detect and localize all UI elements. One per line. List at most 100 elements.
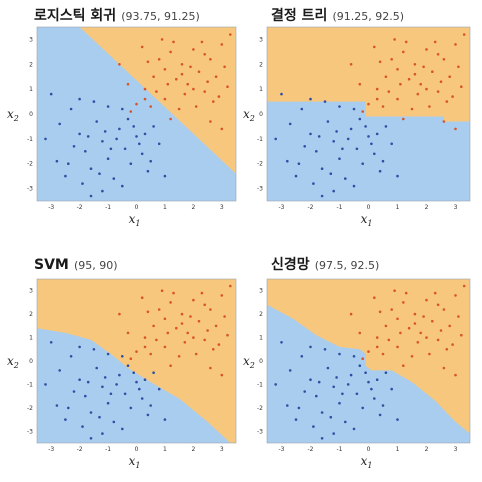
orange-point bbox=[414, 322, 417, 325]
blue-point bbox=[50, 93, 53, 96]
blue-point bbox=[87, 135, 90, 138]
blue-point bbox=[286, 404, 289, 407]
blue-point bbox=[382, 160, 385, 163]
blue-point bbox=[152, 125, 155, 128]
blue-point bbox=[78, 133, 81, 136]
y-tick-label: -1 bbox=[27, 381, 33, 388]
blue-point bbox=[301, 355, 304, 358]
orange-point bbox=[431, 70, 434, 73]
orange-point bbox=[178, 355, 181, 358]
orange-point bbox=[203, 90, 206, 93]
orange-point bbox=[203, 53, 206, 56]
orange-point bbox=[414, 63, 417, 66]
orange-point bbox=[164, 68, 167, 71]
blue-point bbox=[50, 341, 53, 344]
orange-point bbox=[443, 308, 446, 311]
orange-point bbox=[130, 357, 133, 360]
blue-point bbox=[324, 348, 327, 351]
orange-point bbox=[425, 88, 428, 91]
orange-point bbox=[223, 315, 226, 318]
chart-svg: -3 -2 -1 0 1 2 3 3 2 1 0 -1 -2 -3 x1 x2 bbox=[0, 241, 241, 482]
orange-point bbox=[195, 105, 198, 108]
orange-point bbox=[184, 93, 187, 96]
orange-point bbox=[209, 367, 212, 370]
orange-point bbox=[147, 61, 150, 64]
orange-point bbox=[149, 105, 152, 108]
blue-point bbox=[309, 378, 312, 381]
x-tick-label: 3 bbox=[220, 446, 224, 453]
orange-point bbox=[172, 292, 175, 295]
y-tick-label: 1 bbox=[29, 86, 33, 93]
blue-point bbox=[81, 425, 84, 428]
orange-point bbox=[206, 329, 209, 332]
orange-point bbox=[402, 364, 405, 367]
orange-point bbox=[209, 120, 212, 123]
orange-point bbox=[396, 68, 399, 71]
blue-point bbox=[373, 153, 376, 156]
orange-point bbox=[161, 38, 164, 41]
orange-point bbox=[161, 289, 164, 292]
blue-point bbox=[303, 390, 306, 393]
blue-point bbox=[309, 133, 312, 136]
orange-point bbox=[414, 73, 417, 76]
y-tick-label: -2 bbox=[27, 405, 33, 412]
blue-point bbox=[95, 367, 98, 370]
blue-point bbox=[390, 388, 393, 391]
y-tick-label: -3 bbox=[27, 186, 33, 193]
blue-point bbox=[147, 170, 150, 173]
orange-point bbox=[396, 318, 399, 321]
x-axis-label: x1 bbox=[361, 454, 373, 470]
orange-point bbox=[201, 41, 204, 44]
x-tick-label: -3 bbox=[48, 204, 54, 211]
panel-decision-tree: 결정 트리 (91.25, 92.5) -3 -2 -1 0 1 2 3 3 2 1 0 -1 -2 -3… bbox=[241, 0, 482, 241]
y-tick-label: -3 bbox=[27, 428, 33, 435]
blue-point bbox=[158, 143, 161, 146]
orange-point bbox=[460, 85, 463, 88]
blue-point bbox=[124, 148, 127, 151]
blue-point bbox=[309, 98, 312, 101]
orange-point bbox=[212, 348, 215, 351]
orange-point bbox=[164, 98, 167, 101]
blue-point bbox=[344, 421, 347, 424]
blue-point bbox=[113, 421, 116, 424]
blue-point bbox=[64, 418, 67, 421]
blue-point bbox=[64, 175, 67, 178]
orange-point bbox=[417, 341, 420, 344]
blue-point bbox=[280, 93, 283, 96]
orange-point bbox=[118, 313, 121, 316]
blue-point bbox=[130, 407, 133, 410]
blue-point bbox=[104, 376, 107, 379]
orange-point bbox=[221, 43, 224, 46]
orange-point bbox=[425, 48, 428, 51]
orange-point bbox=[361, 357, 364, 360]
blue-point bbox=[144, 378, 147, 381]
orange-point bbox=[192, 299, 195, 302]
blue-point bbox=[115, 383, 118, 386]
orange-point bbox=[388, 339, 391, 342]
orange-point bbox=[422, 66, 425, 69]
blue-point bbox=[390, 143, 393, 146]
orange-point bbox=[451, 95, 454, 98]
blue-point bbox=[67, 162, 70, 165]
blue-point bbox=[144, 133, 147, 136]
orange-point bbox=[422, 315, 425, 318]
x-axis-label: x1 bbox=[129, 212, 141, 228]
blue-point bbox=[164, 418, 167, 421]
orange-point bbox=[189, 66, 192, 69]
orange-point bbox=[181, 63, 184, 66]
orange-point bbox=[350, 63, 353, 66]
blue-point bbox=[379, 414, 382, 417]
orange-point bbox=[390, 308, 393, 311]
y-tick-label: 3 bbox=[29, 288, 33, 295]
blue-point bbox=[98, 172, 101, 175]
blue-point bbox=[104, 130, 107, 133]
orange-point bbox=[402, 301, 405, 304]
blue-point bbox=[350, 128, 353, 131]
blue-point bbox=[107, 402, 110, 405]
blue-point bbox=[107, 157, 110, 160]
x-tick-label: -2 bbox=[308, 446, 314, 453]
blue-point bbox=[332, 190, 335, 193]
orange-point bbox=[385, 75, 388, 78]
orange-point bbox=[379, 311, 382, 314]
blue-point bbox=[309, 346, 312, 349]
